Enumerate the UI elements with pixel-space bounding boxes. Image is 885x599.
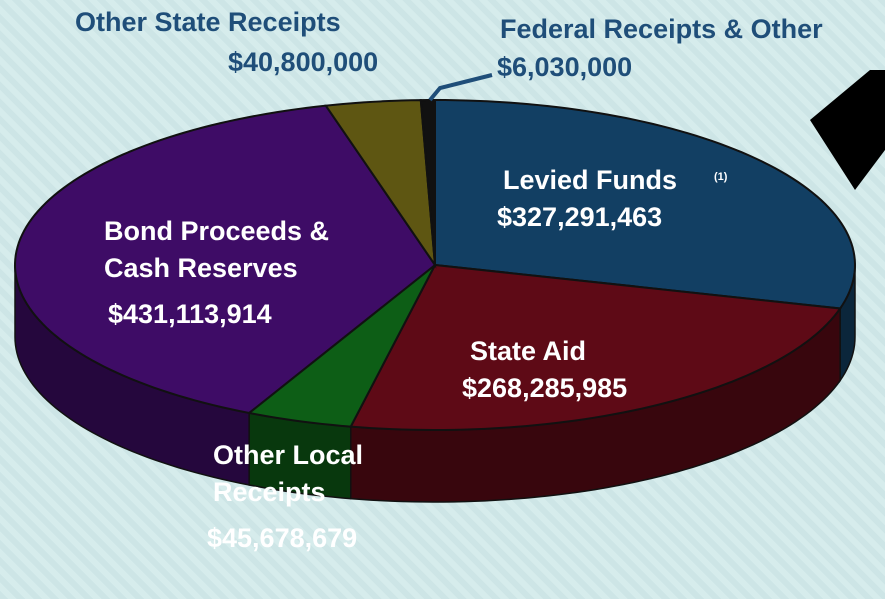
value-label: $40,800,000: [228, 47, 379, 77]
slice-label: Bond Proceeds & Cash Reserves: [104, 216, 330, 283]
slice: [419, 98, 436, 266]
value-label: $45,678,679: [207, 523, 358, 553]
slice-tops: [14, 98, 856, 431]
slice: [349, 263, 842, 431]
value-label: $268,285,985: [462, 373, 628, 403]
slice-sides: [14, 264, 856, 503]
leader-line: [428, 73, 493, 102]
slice-label: Other State Receipts: [75, 7, 341, 37]
arrow-shape: [810, 70, 885, 190]
value-label: $327,291,463: [497, 202, 663, 232]
slice-label: State Aid: [470, 336, 587, 366]
slice: [14, 104, 437, 415]
value-label: $6,030,000: [497, 52, 633, 82]
slice: [434, 98, 856, 310]
footnote-marker: (1): [714, 171, 728, 183]
slice-label: Levied Funds: [503, 165, 678, 195]
slice: [324, 99, 437, 269]
slice-label: Federal Receipts & Other: [500, 14, 823, 44]
slice: [246, 264, 436, 428]
slice-label: Other Local Receipts: [213, 440, 364, 507]
value-label: $431,113,914: [108, 299, 272, 329]
